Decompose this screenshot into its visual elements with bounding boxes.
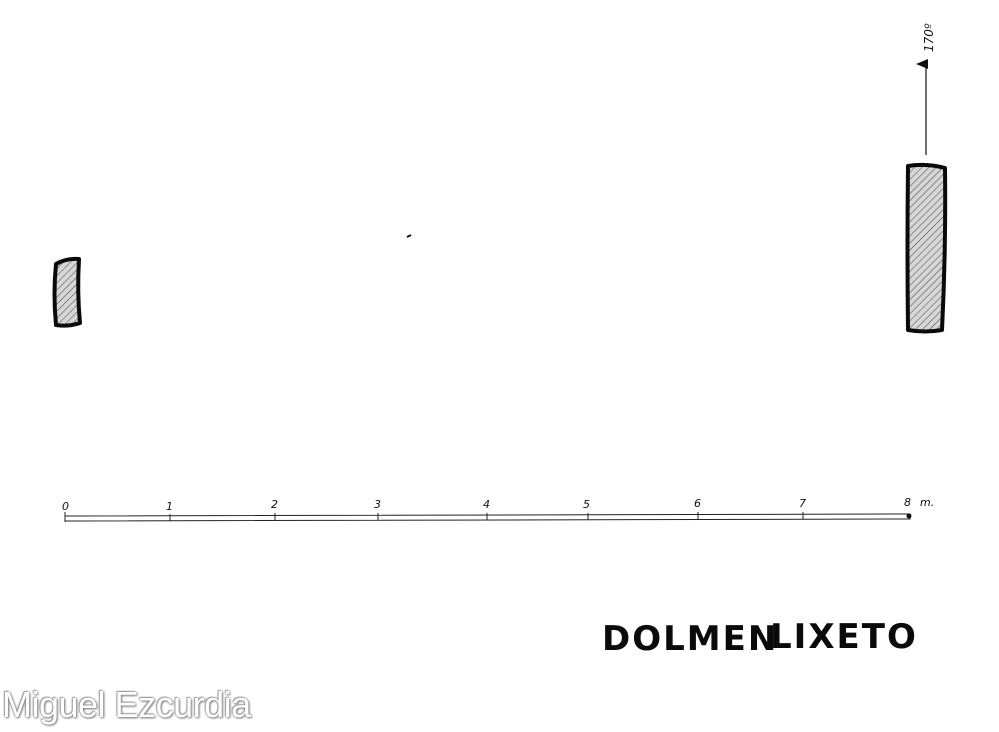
scale-tick-7: 7 [799,497,806,510]
scale-tick-0: 0 [62,500,69,513]
photographer-watermark: Miguel Ezcurdia [2,684,251,725]
small-mark [406,234,412,238]
scale-tick-2: 2 [271,498,278,511]
north-arrow-bearing: 170º [922,23,936,52]
scale-tick-5: 5 [583,498,590,511]
scale-tick-1: 1 [166,500,173,513]
scale-tick-4: 4 [483,498,490,511]
title-word-2: LIXETO [770,617,918,657]
stone-left [52,256,82,328]
scale-tick-3: 3 [374,498,381,511]
title-word-1: DOLMEN [602,619,778,659]
scale-bar: 0 1 2 3 4 5 6 7 8 m. [62,496,934,522]
stone-right [905,162,948,334]
scale-tick-6: 6 [694,497,701,510]
scale-tick-8: 8 [904,496,911,509]
scale-unit: m. [920,496,934,509]
